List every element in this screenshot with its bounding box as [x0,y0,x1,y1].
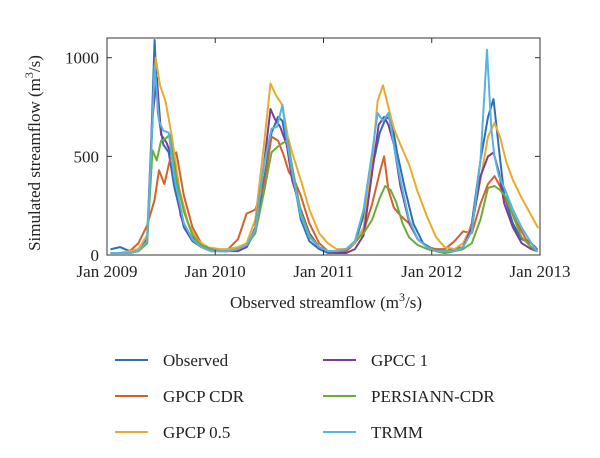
legend: Observed GPCP CDR GPCP 0.5 GPCC 1 PERSIANN-C… [115,351,495,442]
x-tick-label: Jan 2013 [510,262,571,281]
legend-label: Observed [163,351,229,370]
legend-item: TRMM [323,423,423,442]
y-tick-label: 500 [74,147,100,166]
legend-label: TRMM [371,423,423,442]
x-tick-label: Jan 2010 [185,262,246,281]
axis-layer: Jan 2009 Jan 2010 Jan 2011 Jan 2012 Jan 2013… [65,38,570,281]
x-tick-label: Jan 2012 [401,262,462,281]
legend-item: GPCC 1 [323,351,428,370]
y-axis-title: Simulated streamflow (m3/s) [22,55,44,251]
legend-label: GPCP CDR [163,387,245,406]
x-tick-label: Jan 2011 [293,262,353,281]
y-tick-label: 0 [91,246,100,265]
legend-item: Observed [115,351,229,370]
series-layer [110,39,539,254]
legend-item: GPCP 0.5 [115,423,230,442]
legend-item: PERSIANN-CDR [323,387,495,406]
series-line-trmm [110,48,538,254]
x-tick-label: Jan 2009 [77,262,138,281]
legend-label: GPCP 0.5 [163,423,230,442]
y-tick-label: 1000 [65,49,99,68]
legend-label: GPCC 1 [371,351,428,370]
legend-item: GPCP CDR [115,387,245,406]
legend-label: PERSIANN-CDR [371,387,495,406]
x-axis-title: Observed streamflow (m3/s) [230,290,422,312]
